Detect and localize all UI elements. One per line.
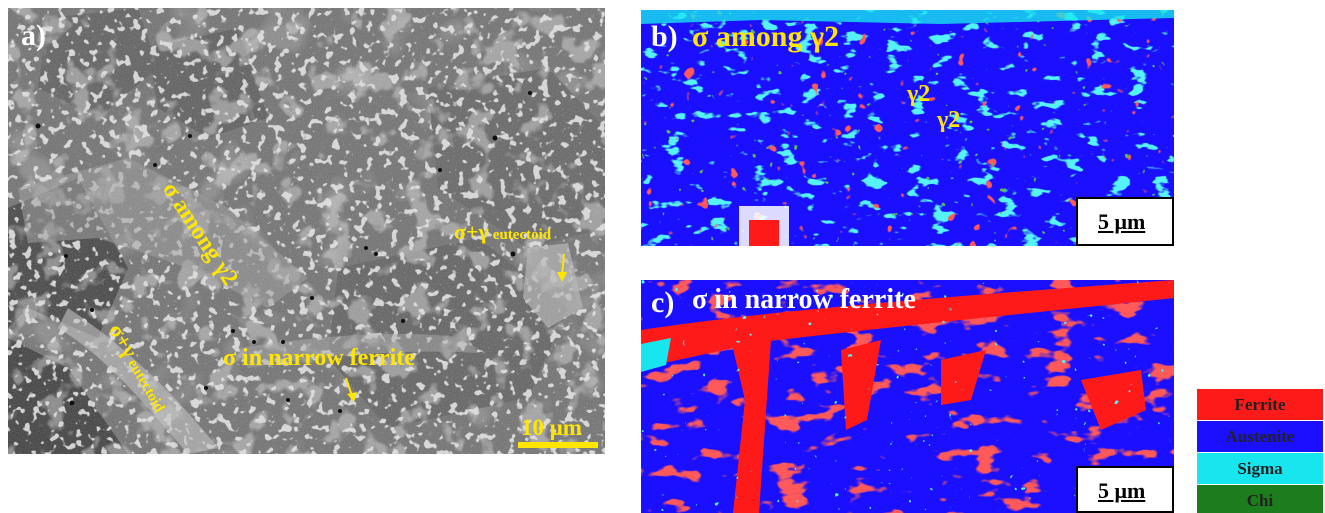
scale-bar-b-box: 5 μm (1076, 197, 1174, 246)
sem-micrograph-image (8, 8, 605, 454)
gamma2-label-2: γ2 (937, 107, 961, 133)
legend-item-ferrite: Ferrite (1197, 389, 1323, 420)
legend-label-chi: Chi (1246, 490, 1274, 510)
gamma2-label-1: γ2 (907, 81, 931, 107)
legend-item-sigma: Sigma (1197, 453, 1323, 484)
legend-label-ferrite: Ferrite (1234, 394, 1286, 414)
panel-b-title: σ among γ2 (692, 20, 840, 53)
scale-bar-a-label: 10 μm (521, 415, 582, 440)
scale-bar-c-label: 5 μm (1098, 478, 1146, 503)
legend-label-austenite: Austenite (1225, 426, 1295, 446)
eutectoid-right-main: σ+γ (454, 219, 489, 244)
eutectoid-right-label: σ+γ eutectoid (454, 221, 551, 243)
scale-bar-b-label: 5 μm (1098, 209, 1146, 234)
panel-c-letter: c) (651, 286, 675, 319)
phase-map-b-panel: b) σ among γ2 γ2 γ2 5 μm (641, 10, 1174, 246)
phase-legend: Ferrite Austenite Sigma Chi (1197, 389, 1323, 513)
legend-label-sigma: Sigma (1237, 458, 1283, 478)
legend-item-austenite: Austenite (1197, 421, 1323, 452)
phase-map-c-panel: c) σ in narrow ferrite 5 μm (641, 280, 1174, 513)
panel-b-letter: b) (651, 20, 678, 53)
panel-a-letter: a) (21, 19, 46, 52)
scale-bar-a (518, 442, 598, 448)
narrow-ferrite-label: σ in narrow ferrite (223, 345, 415, 371)
sem-micrograph-panel: a) σ among γ2 σ+γ eutectoid σ+γ eutectoi… (8, 8, 605, 454)
narrow-ferrite-arrow (345, 377, 353, 397)
scale-bar-c-box: 5 μm (1076, 466, 1174, 513)
legend-item-chi: Chi (1197, 485, 1323, 513)
panel-c-title: σ in narrow ferrite (692, 284, 916, 315)
eutectoid-right-sub: eutectoid (492, 227, 552, 243)
